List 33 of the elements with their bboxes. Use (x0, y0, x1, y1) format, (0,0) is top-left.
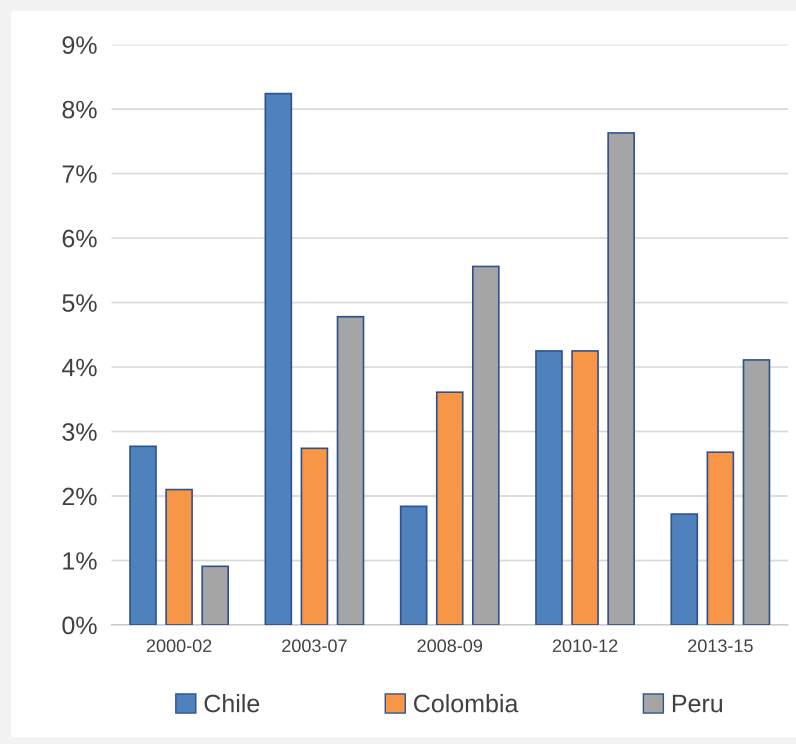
legend-label: Chile (204, 694, 260, 712)
y-tick-label: 6% (62, 230, 97, 248)
x-tick-label: 2010-12 (552, 639, 618, 652)
bar (300, 447, 328, 625)
y-tick-label: 3% (62, 423, 97, 441)
x-tick-label: 2003-07 (282, 639, 347, 652)
bar (201, 565, 230, 625)
x-tick-label: 2013-15 (688, 639, 753, 652)
x-tick-label: 2000-02 (146, 639, 212, 652)
y-tick-label: 9% (62, 36, 97, 54)
bar (706, 451, 734, 625)
y-tick-label: 0% (62, 616, 97, 634)
bar (670, 513, 698, 625)
y-tick-label: 4% (62, 358, 97, 376)
y-tick-label: 2% (62, 488, 97, 506)
bar (436, 391, 464, 625)
legend-label: Peru (672, 694, 722, 712)
legend-label: Colombia (414, 694, 518, 712)
y-tick-label: 1% (63, 552, 97, 570)
bar (336, 316, 364, 625)
bar (264, 92, 292, 625)
bar (400, 505, 428, 625)
bar (607, 132, 635, 625)
x-tick-label: 2008-09 (418, 639, 482, 652)
bar (742, 359, 770, 625)
bar (472, 266, 500, 625)
y-tick-label: 7% (62, 165, 97, 183)
bar (129, 446, 157, 625)
bar (535, 350, 563, 625)
bar (165, 488, 193, 625)
y-tick-label: 8% (62, 100, 97, 118)
y-tick-label: 5% (62, 294, 97, 312)
bar (571, 350, 599, 625)
